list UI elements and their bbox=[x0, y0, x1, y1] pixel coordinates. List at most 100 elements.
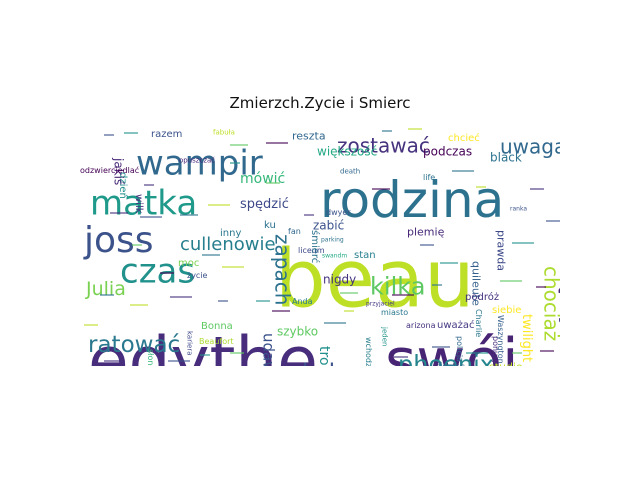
filler-word-mark bbox=[218, 300, 228, 302]
cloud-word: słoneczny bbox=[146, 349, 155, 366]
cloud-word: odzwierciedlać bbox=[80, 165, 139, 175]
cloud-word: prawda bbox=[495, 230, 508, 271]
filler-word-mark bbox=[104, 134, 114, 136]
cloud-word: death bbox=[340, 167, 360, 175]
cloud-word: furgonetka bbox=[558, 300, 560, 365]
cloud-word: wchodzić bbox=[364, 337, 374, 366]
cloud-word: dzień bbox=[117, 172, 129, 199]
filler-word-mark bbox=[272, 310, 290, 312]
cloud-word: dwyer bbox=[326, 208, 351, 217]
cloud-word: swandm bbox=[322, 253, 347, 260]
filler-word-mark bbox=[230, 352, 244, 354]
cloud-word: przyjaciel bbox=[366, 301, 395, 308]
cloud-word: forks bbox=[438, 361, 465, 366]
filler-word-mark bbox=[382, 130, 392, 132]
cloud-word: siebie bbox=[492, 305, 521, 316]
cloud-word: joss bbox=[83, 220, 154, 261]
cloud-word: Bonna bbox=[201, 321, 233, 332]
filler-word-mark bbox=[420, 244, 434, 246]
filler-word-mark bbox=[476, 186, 486, 188]
cloud-word: spędzić bbox=[240, 197, 289, 212]
cloud-word: śmierć bbox=[309, 230, 321, 263]
cloud-word: stan bbox=[354, 250, 376, 261]
filler-word-mark bbox=[530, 188, 544, 190]
filler-word-mark bbox=[394, 356, 408, 358]
cloud-word: zostawać bbox=[337, 134, 430, 158]
cloud-word: większość bbox=[317, 144, 377, 158]
cloud-word: fabuła bbox=[213, 128, 235, 136]
cloud-word: razem bbox=[151, 129, 182, 140]
filler-word-mark bbox=[466, 352, 488, 354]
cloud-word: ku bbox=[264, 220, 276, 231]
cloud-word: tropiciel bbox=[316, 346, 332, 366]
cloud-word: życie bbox=[187, 271, 208, 280]
cloud-word: podróż bbox=[465, 291, 499, 303]
cloud-word: uwaga bbox=[500, 135, 560, 159]
cloud-word: studio bbox=[489, 361, 523, 366]
filler-word-mark bbox=[168, 360, 190, 362]
filler-word-mark bbox=[170, 296, 192, 298]
filler-word-mark bbox=[266, 142, 288, 144]
cloud-word: wampir bbox=[136, 144, 263, 184]
filler-word-mark bbox=[256, 300, 270, 302]
filler-word-mark bbox=[230, 144, 248, 146]
cloud-word: Anda bbox=[292, 297, 313, 306]
filler-word-mark bbox=[452, 170, 474, 172]
cloud-word: quileute bbox=[470, 261, 483, 306]
cloud-word: policja bbox=[455, 336, 464, 362]
filler-word-mark bbox=[440, 262, 458, 264]
cloud-word: edythe bbox=[88, 322, 318, 366]
cloud-word: ponury bbox=[491, 336, 500, 364]
cloud-word: moc bbox=[178, 258, 199, 269]
cloud-word: Beaufort bbox=[199, 337, 234, 346]
cloud-word: life bbox=[423, 173, 435, 182]
filler-word-mark bbox=[230, 162, 240, 164]
cloud-word: chcieć bbox=[448, 132, 480, 144]
cloud-word: chociaż bbox=[540, 266, 560, 341]
filler-word-mark bbox=[100, 294, 114, 296]
cloud-word: arizona bbox=[406, 321, 436, 330]
filler-word-mark bbox=[344, 310, 354, 312]
cloud-word: Julia bbox=[85, 278, 126, 300]
cloud-word: nigdy bbox=[323, 272, 356, 286]
figure-title: Zmierzch.Zycie i Smierc bbox=[229, 94, 411, 112]
cloud-word: szybko bbox=[277, 324, 318, 338]
filler-word-mark bbox=[500, 280, 522, 282]
filler-word-mark bbox=[200, 354, 210, 356]
filler-word-mark bbox=[110, 212, 128, 214]
cloud-word: podczas bbox=[423, 144, 472, 158]
cloud-word: kilka bbox=[370, 273, 425, 301]
cloud-word: związka bbox=[557, 234, 560, 340]
cloud-word: jeden bbox=[380, 326, 388, 346]
cloud-word: swój bbox=[385, 326, 519, 366]
cloud-word: Charlie bbox=[474, 309, 483, 337]
filler-word-mark bbox=[144, 184, 154, 186]
cloud-word: uważać bbox=[437, 319, 475, 331]
filler-word-mark bbox=[432, 284, 442, 286]
filler-word-mark bbox=[536, 286, 546, 288]
filler-word-mark bbox=[512, 242, 534, 244]
cloud-word: rodzina bbox=[320, 171, 504, 229]
cloud-word: reszta bbox=[292, 130, 326, 143]
cloud-word: opuszczać bbox=[179, 156, 215, 164]
cloud-word: ratować bbox=[88, 332, 180, 358]
filler-word-mark bbox=[202, 254, 220, 256]
cloud-word: miasto bbox=[381, 308, 408, 317]
cloud-word: inny bbox=[220, 228, 241, 239]
cloud-word: ranka bbox=[510, 206, 527, 213]
cloud-word: Waszyngton bbox=[496, 315, 505, 364]
filler-word-mark bbox=[324, 322, 346, 324]
cloud-word: szkoła bbox=[278, 360, 349, 366]
filler-word-mark bbox=[140, 216, 162, 218]
filler-word-mark bbox=[104, 360, 122, 362]
filler-word-mark bbox=[540, 350, 554, 352]
filler-word-mark bbox=[304, 214, 314, 216]
filler-word-mark bbox=[208, 204, 230, 206]
cloud-word: jakiś bbox=[111, 157, 125, 185]
cloud-word: parking bbox=[321, 237, 344, 244]
filler-word-mark bbox=[132, 244, 142, 246]
filler-word-mark bbox=[392, 294, 414, 296]
cloud-word: twilight bbox=[519, 314, 534, 362]
filler-word-mark bbox=[266, 182, 280, 184]
filler-word-mark bbox=[546, 220, 560, 222]
